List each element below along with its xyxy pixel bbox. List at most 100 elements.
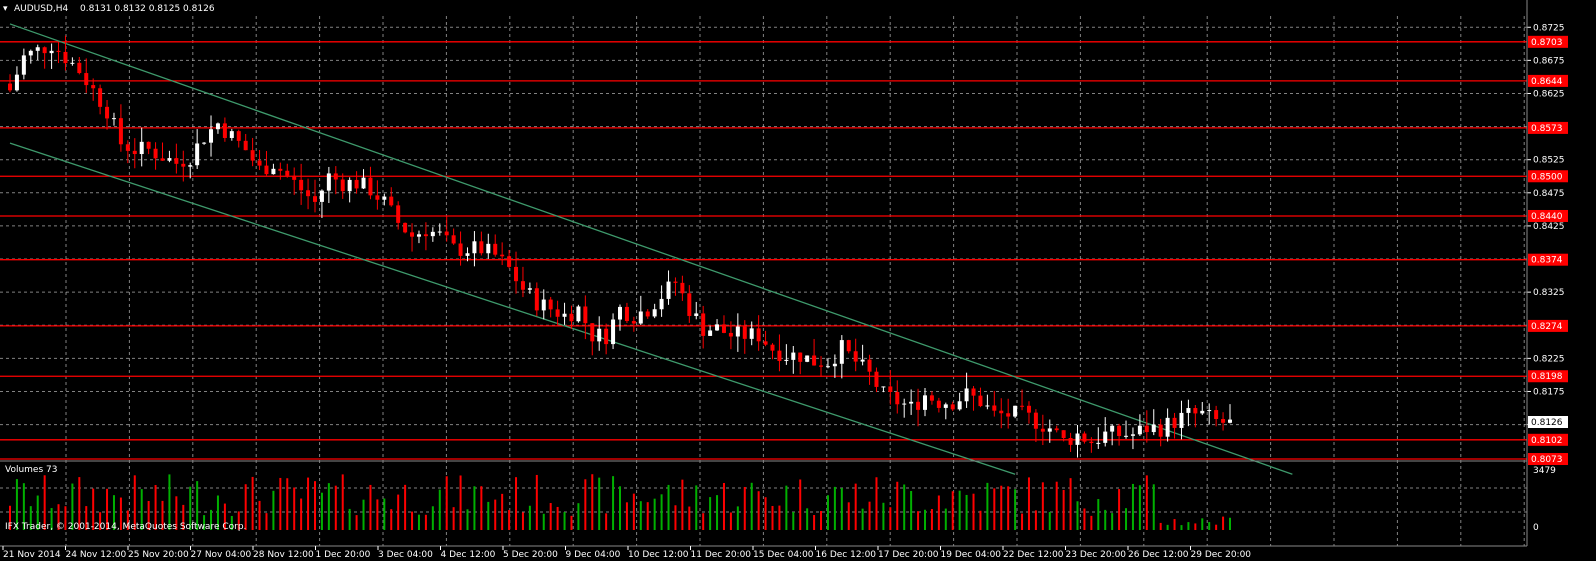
time-tick-label: 22 Dec 12:00 — [1003, 550, 1064, 560]
candle-body — [1151, 424, 1156, 433]
price-tick-label: 0.8225 — [1533, 354, 1565, 364]
candle-body — [735, 326, 740, 337]
collapse-icon[interactable]: ▾ — [3, 4, 8, 14]
level-label: 0.8644 — [1531, 77, 1563, 87]
candle-body — [209, 129, 214, 143]
candle-body — [257, 160, 262, 166]
channel-line[interactable] — [9, 23, 1293, 475]
candle-body — [916, 401, 921, 410]
candle-body — [985, 405, 990, 407]
candle-body — [1193, 408, 1198, 414]
candle-body — [84, 73, 89, 86]
candle-body — [306, 190, 311, 197]
level-label: 0.8573 — [1531, 124, 1563, 134]
candle-body — [812, 355, 817, 366]
candle-body — [313, 196, 317, 202]
candle-body — [195, 143, 200, 166]
level-label: 0.8374 — [1531, 256, 1563, 266]
volume-scale-top: 3479 — [1533, 466, 1556, 476]
price-tick-label: 0.8525 — [1533, 156, 1565, 166]
candle-body — [118, 118, 123, 145]
time-tick-label: 9 Dec 04:00 — [566, 550, 621, 560]
candle-body — [188, 165, 193, 167]
level-label: 0.8274 — [1531, 322, 1563, 332]
candle-body — [1020, 405, 1025, 407]
candle-body — [1006, 413, 1011, 417]
candle-body — [770, 344, 775, 351]
candle-body — [1054, 428, 1059, 431]
candle-body — [936, 400, 941, 408]
candle-body — [1040, 428, 1045, 432]
candle-body — [1186, 408, 1191, 413]
channel-line[interactable] — [9, 142, 1016, 475]
candle-body — [964, 388, 969, 402]
candle-body — [839, 340, 844, 364]
level-label: 0.8073 — [1531, 455, 1563, 465]
candle-body — [458, 243, 463, 256]
candle-body — [285, 170, 290, 176]
candle-body — [978, 395, 983, 407]
candle-body — [860, 359, 865, 362]
level-badge — [1528, 319, 1568, 332]
candle-body — [326, 173, 331, 191]
candle-body — [680, 282, 685, 294]
level-label: 0.8198 — [1531, 372, 1563, 382]
candle-body — [63, 51, 68, 64]
candle-body — [430, 231, 435, 237]
candle-body — [694, 313, 699, 316]
candle-body — [1013, 405, 1018, 417]
volume-scale-bottom: 0 — [1533, 523, 1539, 533]
level-label: 0.8440 — [1531, 212, 1563, 222]
candle-body — [520, 281, 525, 290]
candle-body — [1096, 442, 1101, 444]
time-tick-label: 21 Nov 2014 — [3, 550, 61, 560]
candle-body — [132, 150, 137, 155]
candle-body — [1124, 435, 1129, 437]
candle-body — [1110, 425, 1115, 432]
price-tick-label: 0.8625 — [1533, 89, 1565, 99]
time-tick-label: 16 Dec 12:00 — [816, 550, 877, 560]
candle-body — [1068, 437, 1073, 445]
candle-body — [950, 404, 955, 410]
candle-body — [42, 47, 47, 54]
price-tick-label: 0.8325 — [1533, 288, 1565, 298]
candle-body — [618, 306, 622, 320]
candle-body — [909, 401, 914, 404]
candle-body — [389, 196, 394, 206]
candle-body — [819, 365, 824, 367]
candle-body — [396, 205, 401, 223]
volume-indicator-label: Volumes 73 — [5, 465, 57, 475]
candle-body — [611, 319, 616, 345]
candle-body — [8, 83, 12, 91]
candle-body — [825, 366, 830, 368]
candle-body — [500, 254, 505, 257]
candle-body — [1061, 430, 1066, 438]
candle-body — [423, 234, 428, 237]
candle-body — [555, 309, 560, 317]
candle-body — [1228, 419, 1232, 423]
candle-body — [70, 62, 75, 64]
candle-body — [652, 309, 657, 317]
candle-body — [1089, 441, 1094, 444]
candle-body — [444, 231, 449, 236]
time-tick-label: 19 Dec 04:00 — [941, 550, 1002, 560]
candle-body — [624, 306, 629, 322]
candle-body — [715, 324, 720, 331]
candle-body — [645, 311, 650, 317]
candle-body — [1026, 405, 1031, 413]
level-label: 0.8102 — [1531, 436, 1563, 446]
horizontal-levels[interactable]: 0.8703 0.8644 0.8573 0.8500 0.8440 0.8374 0.82… — [0, 35, 1568, 466]
candle-body — [35, 47, 40, 51]
candle-body — [562, 313, 567, 317]
time-tick-label: 25 Nov 20:00 — [128, 550, 189, 560]
candle-body — [569, 313, 574, 322]
candle-body — [243, 140, 248, 151]
channel-trendlines[interactable] — [9, 23, 1293, 475]
candle-body — [49, 50, 54, 54]
candle-body — [832, 363, 837, 367]
candle-body — [763, 341, 768, 345]
candle-body — [437, 231, 442, 233]
candle-body — [708, 330, 713, 336]
candle-body — [749, 328, 754, 339]
